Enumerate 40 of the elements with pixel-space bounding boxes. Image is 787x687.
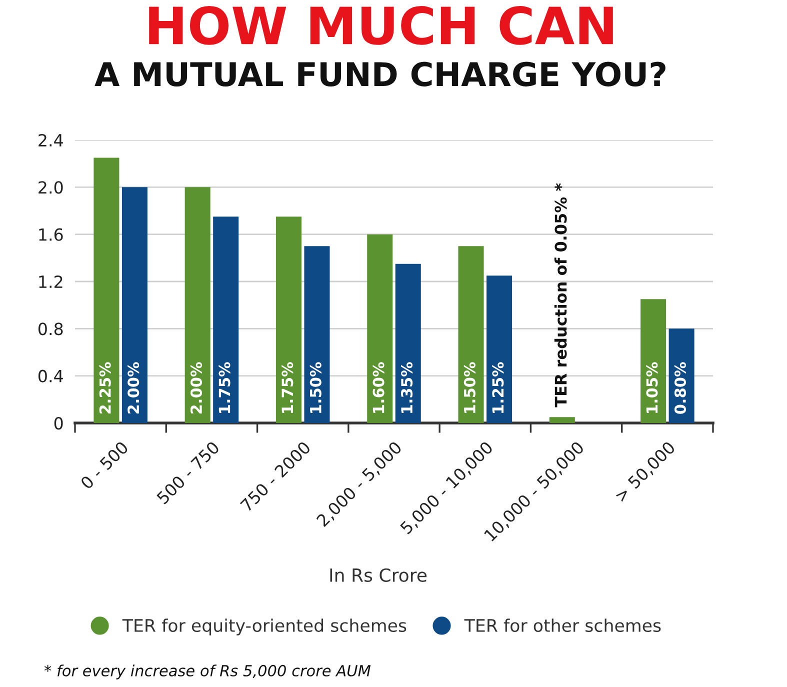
y-tick-label: 0 bbox=[54, 416, 63, 430]
data-label: 1.60% bbox=[372, 362, 384, 413]
data-label: 1.75% bbox=[218, 362, 230, 413]
legend-label: TER for other schemes bbox=[464, 618, 661, 632]
data-label: 1.50% bbox=[310, 362, 322, 413]
y-tick-label: 1.2 bbox=[39, 275, 62, 288]
bar bbox=[458, 246, 484, 423]
y-tick-label: 1.6 bbox=[39, 228, 63, 241]
y-tick-label: 2.4 bbox=[38, 134, 63, 146]
bar bbox=[486, 276, 512, 423]
data-label: 1.35% bbox=[401, 362, 413, 413]
data-label: 2.00% bbox=[128, 362, 140, 414]
x-axis-title: In Rs Crore bbox=[330, 568, 427, 582]
bar bbox=[395, 264, 421, 423]
chart-title: HOW MUCH CAN bbox=[149, 6, 613, 45]
chart-subtitle: A MUTUAL FUND CHARGE YOU? bbox=[94, 62, 666, 86]
bar bbox=[549, 417, 575, 423]
legend-label: TER for equity-oriented schemes bbox=[122, 618, 406, 636]
bar bbox=[640, 299, 666, 423]
bar bbox=[122, 187, 148, 423]
y-tick-label: 2.0 bbox=[38, 181, 63, 194]
annotation: TER reduction of 0.05% * bbox=[554, 183, 567, 408]
y-tick-label: 0.4 bbox=[38, 370, 63, 382]
bar bbox=[184, 187, 210, 423]
text: * for every increase of Rs 5,000 crore AUM bbox=[44, 664, 371, 680]
x-tick-label: 500 - 750 bbox=[156, 440, 220, 505]
data-label: 1.50% bbox=[464, 362, 476, 413]
data-label: 2.00% bbox=[190, 362, 202, 414]
bar bbox=[213, 216, 239, 423]
bar bbox=[276, 216, 302, 423]
data-label: 2.25% bbox=[99, 362, 111, 414]
bar bbox=[94, 158, 120, 423]
data-label: 0.80% bbox=[674, 362, 686, 414]
data-label: 1.25% bbox=[492, 362, 504, 413]
bar bbox=[304, 246, 330, 423]
x-tick-label: 0 - 500 bbox=[80, 440, 129, 490]
y-tick-label: 0.8 bbox=[38, 322, 63, 336]
data-label: 1.05% bbox=[646, 362, 658, 413]
data-label: 1.75% bbox=[282, 362, 294, 413]
bar bbox=[367, 234, 393, 423]
